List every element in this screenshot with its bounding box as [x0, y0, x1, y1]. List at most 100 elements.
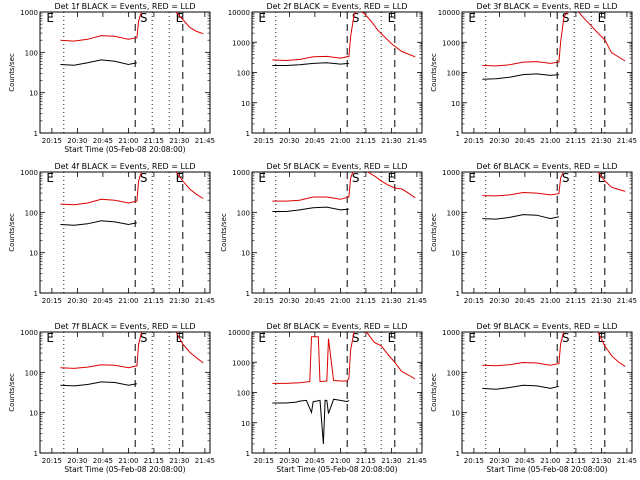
y-tick-label: 10 [241, 420, 250, 428]
chart-panel-7: Det 7f BLACK = Events, RED = LLD 1 10 100 10… [8, 322, 215, 474]
x-axis-label: Start Time (05-Feb-08 20:08:00) [64, 465, 185, 474]
plot-frame [461, 331, 633, 454]
x-tick-label: 20:15 [254, 457, 274, 465]
event-marker-E: E [468, 171, 476, 185]
y-tick-label: 10 [29, 250, 38, 258]
lld-series-line [272, 332, 416, 384]
plot-frame [461, 11, 633, 134]
plot-frame [251, 11, 423, 134]
x-tick-label: 21:15 [356, 137, 376, 145]
event-marker-E: E [46, 11, 54, 25]
y-tick-label: 100 [25, 209, 38, 217]
y-tick-label: 1000 [442, 39, 460, 47]
y-tick-label: 10 [241, 100, 250, 108]
x-tick-label: 20:30 [279, 297, 299, 305]
event-marker-S: S [140, 331, 148, 345]
x-tick-label: 20:15 [42, 297, 62, 305]
y-tick-label: 1 [246, 450, 250, 458]
chart-panel-6: Det 6f BLACK = Events, RED = LLD 1 10 100 10… [430, 162, 637, 305]
chart-panel-5: Det 5f BLACK = Events, RED = LLD 1 10 100 10… [220, 162, 427, 305]
chart-title: Det 2f BLACK = Events, RED = LLD [266, 2, 407, 11]
chart-panel-2: Det 2f BLACK = Events, RED = LLD 1 10 100 10… [228, 2, 427, 145]
x-tick-label: 20:30 [489, 297, 509, 305]
event-marker-E: E [468, 11, 476, 25]
x-tick-label: 20:15 [42, 137, 62, 145]
y-tick-label: 10000 [228, 9, 250, 17]
event-marker-E: E [176, 11, 184, 25]
event-marker-E: E [46, 331, 54, 345]
lld-series-line [60, 172, 204, 206]
x-tick-label: 21:45 [407, 457, 427, 465]
x-tick-label: 21:45 [407, 137, 427, 145]
x-tick-label: 21:45 [195, 137, 215, 145]
y-tick-label: 1 [456, 130, 460, 138]
x-tick-label: 21:00 [540, 457, 560, 465]
x-tick-label: 21:15 [356, 457, 376, 465]
x-tick-label: 21:30 [591, 137, 611, 145]
chart-panel-9: Det 9f BLACK = Events, RED = LLD 1 10 100 10… [430, 322, 637, 474]
x-tick-label: 21:45 [617, 457, 637, 465]
event-marker-S: S [352, 331, 360, 345]
x-tick-label: 21:45 [195, 457, 215, 465]
event-marker-S: S [140, 11, 148, 25]
x-tick-label: 20:15 [464, 297, 484, 305]
event-marker-E: E [598, 11, 606, 25]
x-tick-label: 21:30 [169, 137, 189, 145]
lld-series-line [482, 172, 626, 197]
y-tick-label: 1000 [232, 169, 250, 177]
y-tick-label: 1 [246, 130, 250, 138]
chart-title: Det 4f BLACK = Events, RED = LLD [54, 162, 195, 171]
x-tick-label: 20:45 [305, 297, 325, 305]
events-series-line [482, 384, 560, 390]
lld-series-line [272, 12, 416, 62]
x-axis-label: Start Time (05-Feb-08 20:08:00) [276, 465, 397, 474]
x-tick-label: 21:45 [195, 297, 215, 305]
event-marker-E: E [258, 171, 266, 185]
y-tick-label: 1000 [442, 329, 460, 337]
chart-panel-8: Det 8f BLACK = Events, RED = LLD 1 10 100 10… [228, 322, 427, 474]
x-tick-label: 21:00 [330, 457, 350, 465]
x-tick-label: 21:00 [118, 297, 138, 305]
x-tick-label: 21:30 [381, 137, 401, 145]
x-tick-label: 20:30 [67, 137, 87, 145]
events-series-line [482, 73, 559, 80]
y-tick-label: 1 [34, 130, 38, 138]
events-series-line [60, 220, 137, 226]
x-tick-label: 21:15 [566, 297, 586, 305]
y-tick-label: 100 [447, 209, 460, 217]
y-tick-label: 10000 [438, 9, 460, 17]
x-tick-label: 20:30 [489, 137, 509, 145]
plot-frame [39, 171, 211, 294]
x-tick-label: 21:00 [118, 137, 138, 145]
y-axis-label: Counts/sec [8, 213, 16, 252]
y-tick-label: 10 [29, 90, 38, 98]
x-tick-label: 21:45 [617, 297, 637, 305]
y-tick-label: 10 [241, 250, 250, 258]
x-tick-label: 21:45 [617, 137, 637, 145]
y-tick-label: 10 [451, 410, 460, 418]
plot-frame [39, 331, 211, 454]
y-tick-label: 10 [451, 250, 460, 258]
event-marker-E: E [176, 171, 184, 185]
y-tick-label: 1 [456, 290, 460, 298]
plot-frame [251, 171, 423, 294]
lld-series-line [482, 12, 626, 67]
y-axis-label: Counts/sec [430, 53, 438, 92]
events-series-line [482, 214, 560, 220]
y-tick-label: 100 [447, 70, 460, 78]
y-axis-label: Counts/sec [8, 53, 16, 92]
x-tick-label: 21:15 [356, 297, 376, 305]
y-tick-label: 100 [25, 49, 38, 57]
y-tick-label: 1000 [232, 39, 250, 47]
y-tick-label: 1000 [232, 359, 250, 367]
events-series-line [272, 62, 349, 66]
x-tick-label: 20:45 [93, 457, 113, 465]
event-marker-E: E [468, 331, 476, 345]
y-tick-label: 1 [34, 290, 38, 298]
x-tick-label: 20:15 [464, 137, 484, 145]
event-marker-S: S [352, 171, 360, 185]
lld-series-line [482, 332, 626, 367]
events-series-line [272, 206, 349, 212]
x-tick-label: 20:45 [93, 297, 113, 305]
x-tick-label: 20:15 [254, 297, 274, 305]
